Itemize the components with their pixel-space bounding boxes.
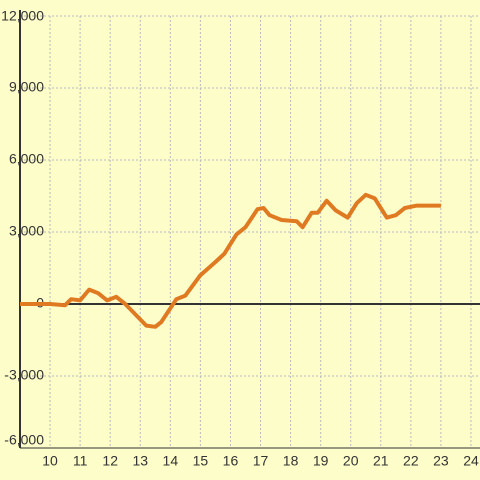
series-line xyxy=(20,192,441,329)
x-tick-label: 12 xyxy=(102,453,118,469)
x-tick-label: 11 xyxy=(73,453,88,469)
x-tick-label: 14 xyxy=(163,453,179,469)
y-tick-label: 12,000 xyxy=(1,8,44,24)
x-tick-label: 21 xyxy=(373,453,389,469)
y-tick-label: 3,000 xyxy=(9,223,44,239)
y-tick-label: -6,000 xyxy=(4,432,44,448)
x-tick-label: 15 xyxy=(193,453,209,469)
x-tick-label: 13 xyxy=(132,453,148,469)
x-tick-label: 19 xyxy=(313,453,329,469)
y-tick-label: 6,000 xyxy=(9,151,44,167)
x-tick-label: 20 xyxy=(343,453,359,469)
x-tick-label: 10 xyxy=(42,453,58,469)
y-tick-label: -3,000 xyxy=(4,367,44,383)
x-tick-label: 16 xyxy=(223,453,239,469)
y-tick-label: 9,000 xyxy=(9,79,44,95)
x-tick-label: 22 xyxy=(403,453,419,469)
x-tick-label: 23 xyxy=(433,453,449,469)
x-tick-label: 17 xyxy=(253,453,269,469)
x-tick-label: 24 xyxy=(463,453,479,469)
x-tick-label: 18 xyxy=(283,453,299,469)
